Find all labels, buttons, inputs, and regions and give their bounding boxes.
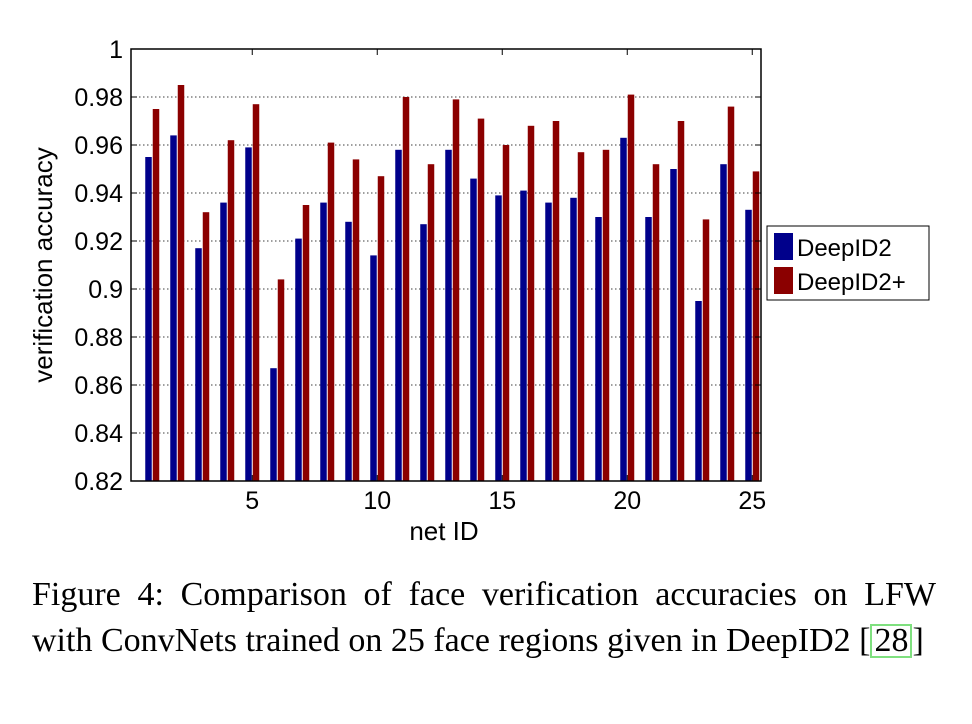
bar-deepid2-plus-13 <box>452 99 460 482</box>
bar-deepid2-15 <box>495 195 502 481</box>
bars-group <box>145 85 760 482</box>
x-axis-title: net ID <box>409 516 478 546</box>
bar-deepid2-21 <box>645 217 652 481</box>
legend-label-deepid2: DeepID2 <box>797 235 892 262</box>
caption-close-bracket: ] <box>912 622 924 659</box>
bar-deepid2-5 <box>245 147 252 481</box>
legend-swatch-deepid2 <box>774 233 793 260</box>
y-tick-label: 1 <box>109 36 123 64</box>
bar-deepid2-plus-10 <box>377 176 385 481</box>
bar-deepid2-plus-1 <box>152 109 160 481</box>
citation-link[interactable]: 28 <box>870 624 913 658</box>
bar-deepid2-18 <box>570 197 577 482</box>
y-tick-label: 0.9 <box>88 276 123 304</box>
bar-deepid2-19 <box>595 217 602 481</box>
bar-deepid2-6 <box>270 368 277 481</box>
bar-deepid2-plus-20 <box>627 94 635 481</box>
bar-deepid2-plus-8 <box>327 142 335 481</box>
bar-deepid2-7 <box>295 238 302 481</box>
x-tick-labels: 5 10 15 20 25 <box>245 487 766 515</box>
bar-deepid2-11 <box>395 149 402 482</box>
bar-deepid2-1 <box>145 157 152 481</box>
bar-deepid2-plus-5 <box>252 104 260 481</box>
bar-deepid2-plus-19 <box>602 149 610 482</box>
bar-deepid2-17 <box>545 202 552 481</box>
x-tick-label: 10 <box>363 487 391 515</box>
bar-deepid2-23 <box>695 301 702 481</box>
bar-deepid2-plus-16 <box>527 125 535 482</box>
bar-deepid2-plus-24 <box>727 106 735 481</box>
bar-deepid2-20 <box>620 137 627 482</box>
bar-deepid2-4 <box>220 202 227 481</box>
figure-caption: Figure 4: Comparison of face verificatio… <box>32 572 936 664</box>
y-tick-label: 0.82 <box>74 468 123 496</box>
bar-deepid2-8 <box>320 202 327 481</box>
bar-deepid2-plus-17 <box>552 121 560 481</box>
y-tick-label: 0.94 <box>74 180 123 208</box>
bar-deepid2-plus-18 <box>577 152 585 481</box>
legend-label-deepid2-plus: DeepID2+ <box>797 269 906 296</box>
bar-deepid2-12 <box>420 224 427 481</box>
legend-box <box>766 225 930 301</box>
axis-ticks <box>131 48 761 482</box>
bar-deepid2-plus-9 <box>352 159 360 481</box>
y-tick-labels: 0.82 0.84 0.86 0.88 0.9 0.92 0.94 0.96 0.98 1 <box>74 36 123 496</box>
y-axis-title: verification accuracy <box>28 147 58 383</box>
bar-deepid2-plus-25 <box>752 171 760 481</box>
bar-deepid2-plus-4 <box>227 140 235 481</box>
caption-open-bracket: [ <box>859 622 871 659</box>
bar-deepid2-2 <box>170 135 177 481</box>
x-tick-label: 25 <box>738 487 766 515</box>
bar-deepid2-25 <box>745 209 752 482</box>
bar-deepid2-3 <box>195 248 202 481</box>
y-tick-label: 0.88 <box>74 324 123 352</box>
bar-deepid2-plus-15 <box>502 145 510 481</box>
caption-text: Figure 4: Comparison of face verificatio… <box>32 576 936 659</box>
x-tick-label: 20 <box>613 487 641 515</box>
y-tick-label: 0.96 <box>74 132 123 160</box>
plot-frame <box>130 48 762 482</box>
bar-deepid2-plus-2 <box>177 85 185 481</box>
legend: DeepID2 DeepID2+ <box>766 225 930 301</box>
bar-deepid2-plus-22 <box>677 121 685 481</box>
legend-swatch-deepid2-plus <box>774 267 793 294</box>
bar-deepid2-plus-3 <box>202 212 210 481</box>
y-tick-label: 0.92 <box>74 228 123 256</box>
y-tick-label: 0.84 <box>74 420 123 448</box>
bar-deepid2-plus-21 <box>652 164 660 481</box>
bar-deepid2-16 <box>520 190 527 481</box>
bar-deepid2-22 <box>670 169 677 481</box>
y-tick-label: 0.86 <box>74 372 123 400</box>
y-tick-label: 0.98 <box>74 84 123 112</box>
bar-deepid2-14 <box>470 178 477 481</box>
bar-deepid2-plus-12 <box>427 164 435 481</box>
bar-deepid2-plus-23 <box>702 219 710 481</box>
bar-deepid2-10 <box>370 255 377 481</box>
x-tick-label: 5 <box>245 487 259 515</box>
bar-deepid2-13 <box>445 149 452 482</box>
bar-deepid2-24 <box>720 164 727 481</box>
x-tick-label: 15 <box>488 487 516 515</box>
bar-deepid2-plus-6 <box>277 279 285 481</box>
bar-deepid2-9 <box>345 221 352 482</box>
bar-chart: 0.82 0.84 0.86 0.88 0.9 0.92 0.94 0.96 0.98 1 5 10… <box>28 36 930 546</box>
bar-deepid2-plus-7 <box>302 205 310 481</box>
bar-deepid2-plus-11 <box>402 97 410 481</box>
bar-deepid2-plus-14 <box>477 118 485 481</box>
